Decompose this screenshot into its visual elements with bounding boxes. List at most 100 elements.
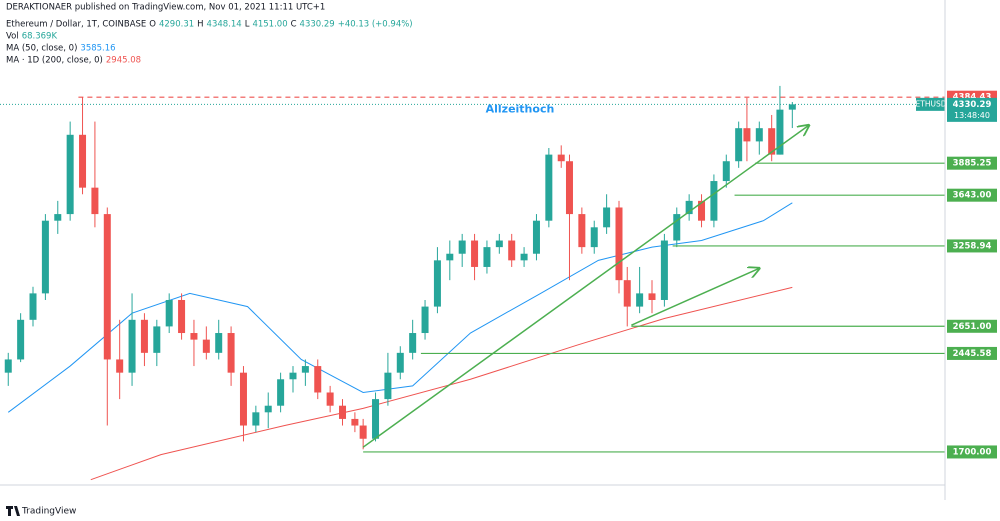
candle-body [116,359,124,373]
candle-body [735,128,743,162]
logo [6,506,20,516]
candle-body [615,207,623,281]
ohlc-value: 4330.29 [300,20,335,30]
level-label-box [947,319,997,333]
countdown-label: 13:48:40 [954,111,990,120]
candle-body [648,293,656,300]
candle-body [289,372,297,380]
candle-body [532,220,540,254]
candle-body [776,109,784,155]
candle-body [565,161,573,215]
ohlc-value: 4290.31 [159,20,194,30]
candle-body [433,260,441,307]
candle-body [239,372,247,426]
candle-body [458,240,466,254]
candle-body [660,240,668,300]
candle-body [165,299,173,327]
candle-body [698,200,706,221]
candle-body [103,214,111,360]
level-label: 3258.94 [953,241,992,251]
candle-body [520,253,528,261]
candle-body [359,425,367,439]
trend-arrow [362,125,809,448]
candle-body [17,319,25,360]
indicator-value: 68.369K [22,32,58,42]
ma-line [7,202,793,413]
ohlc-key: C [291,20,297,30]
candle-body [153,326,161,353]
annotation: Allzeithoch [486,103,555,116]
candle-body [215,333,223,353]
candle-body [545,154,553,221]
candle-body [351,418,359,426]
candle-body [396,352,404,373]
candle-body [421,306,429,334]
candle-body [140,319,148,353]
candle-body [227,333,235,373]
level-label: 1700.00 [953,447,992,457]
symbol-label: ETHUSD [916,99,947,108]
candle-body [768,128,776,155]
trend-arrow [631,268,759,326]
candle-body [590,227,598,248]
candle-body [29,293,37,320]
candle-body [495,240,503,248]
candle-body [557,154,565,162]
ohlc-key: L [245,20,250,30]
ohlc-value: 4151.00 [252,20,287,30]
level-label-box [947,445,997,459]
level-label: 3885.25 [953,159,992,169]
ohlc-key: H [197,20,203,30]
candle-body [252,412,260,426]
candle-body [710,181,718,221]
indicator-name: MA (50, close, 0) [6,44,77,54]
candle-body [4,359,12,373]
level-label-box [947,239,997,253]
level-label: 4384.43 [953,93,992,103]
indicator-name: Vol [6,32,19,42]
candle-body [314,366,322,393]
level-label-box [947,188,997,202]
candle-body [623,280,631,307]
symbol-box [916,97,946,111]
indicator-value: 3585.16 [80,44,115,54]
candle-body [722,161,730,182]
ohlc-value: 4348.14 [207,20,242,30]
candle-body [326,392,334,406]
candle-body [471,240,479,267]
candle-body [685,200,693,215]
candle-body [409,333,417,353]
level-label-box [947,346,997,360]
candle-body [788,104,796,110]
last-price-box [947,97,997,122]
candle-body [264,405,272,413]
candle-body [483,247,491,267]
candle-body [91,187,99,215]
candle-body [372,399,380,439]
candle-body [743,128,751,142]
candle-body [54,214,62,221]
candle-body [636,293,644,307]
level-label: 3643.00 [953,191,992,201]
footer-bar [0,500,1000,521]
candle-body [301,366,309,373]
indicator-name: MA · 1D (200, close, 0) [6,56,103,66]
ohlc-key: O [149,20,156,30]
candle-body [79,134,87,188]
candle-body [446,253,454,261]
candle-body [508,240,516,261]
level-label: 2445.58 [953,349,992,359]
candle-body [578,214,586,248]
candle-body [755,128,763,142]
level-label-box [947,156,997,170]
last-price-label: 4330.29 [953,100,992,110]
candle-body [190,333,198,340]
candle-body [202,339,210,353]
candle-body [384,372,392,400]
publisher: DERAKTIONAER published on TradingView.co… [6,3,325,13]
candle-body [66,134,74,215]
candle-body [178,299,186,334]
indicator-value: 2945.08 [106,56,141,66]
